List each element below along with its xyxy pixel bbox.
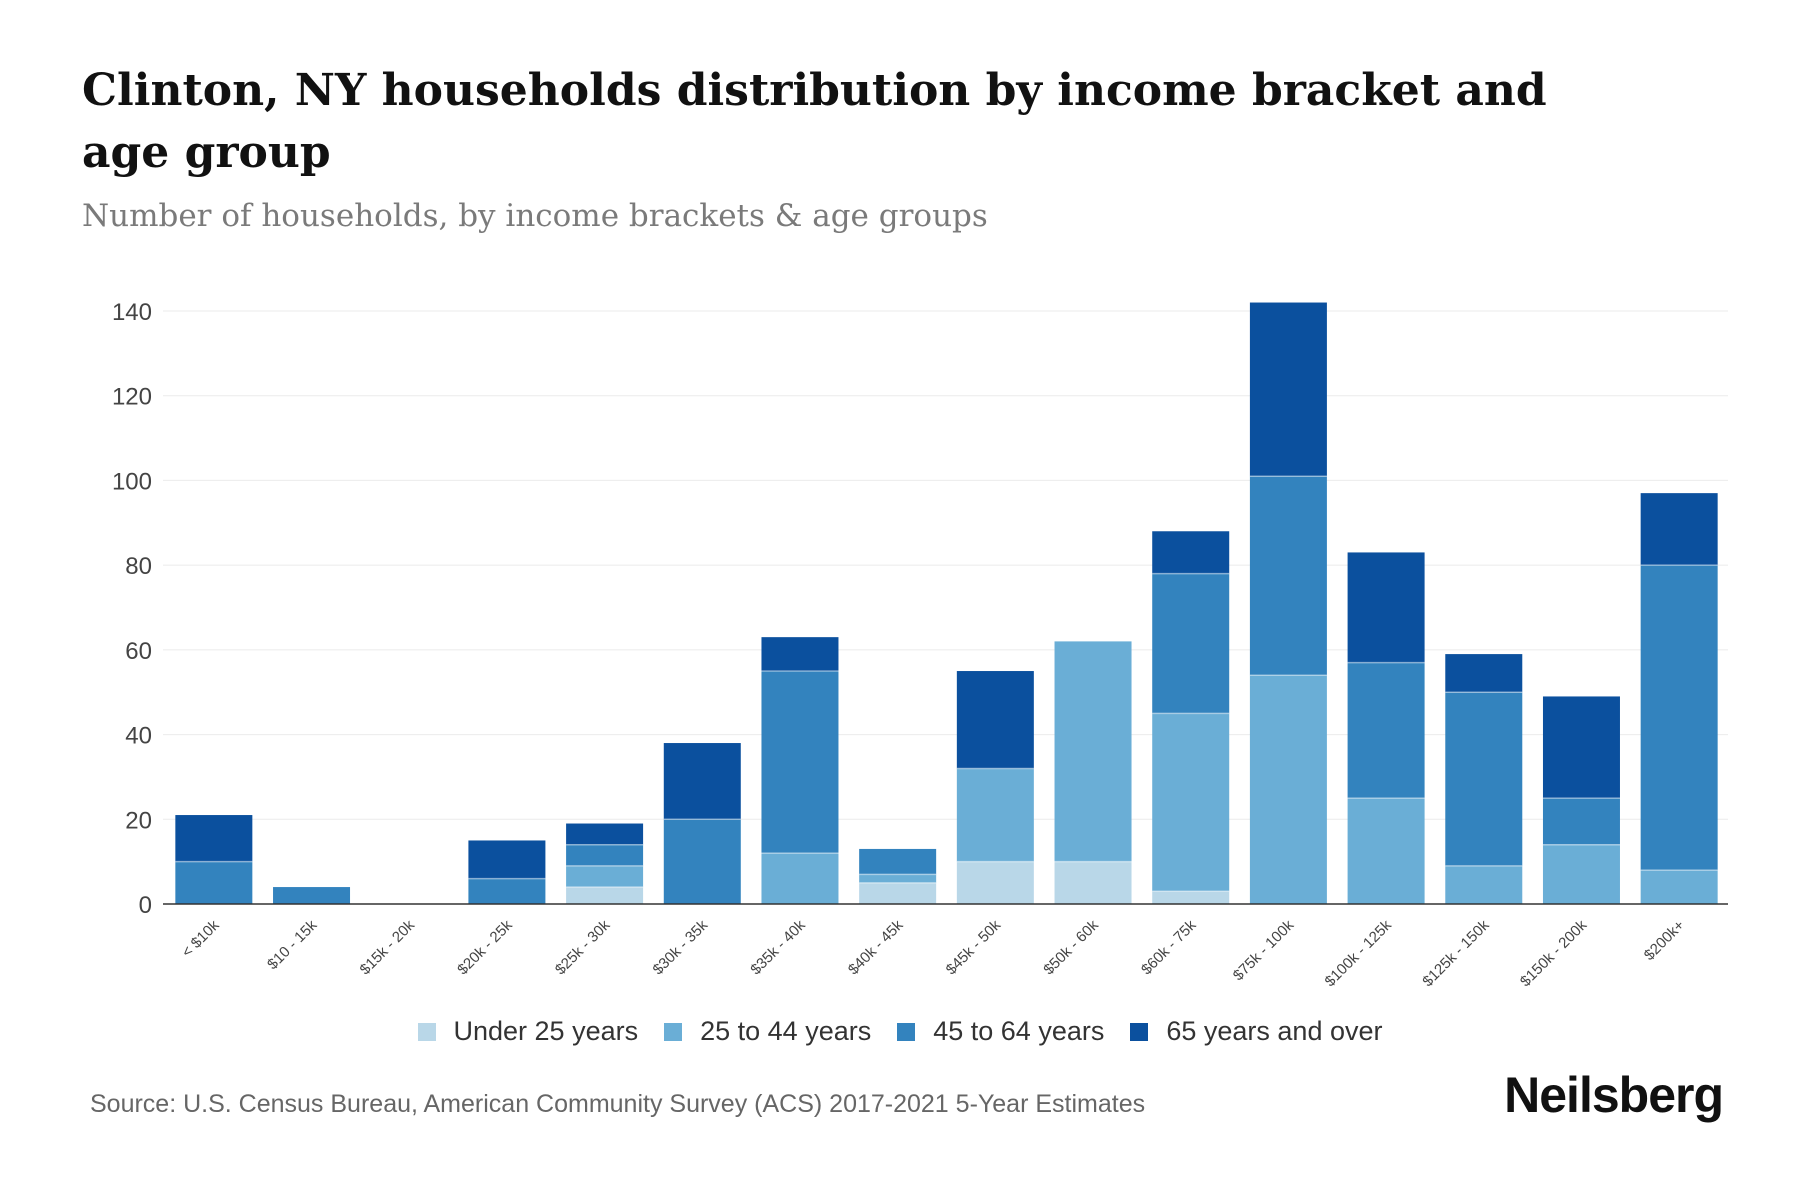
x-tick-label: $15k - 20k bbox=[356, 916, 418, 978]
legend-swatch bbox=[1130, 1022, 1149, 1041]
bar-segment bbox=[1445, 865, 1523, 904]
bar-segment bbox=[1249, 675, 1327, 904]
legend-item: 25 to 44 years bbox=[664, 1016, 871, 1047]
x-tick-label: $200k+ bbox=[1641, 917, 1688, 964]
bar-segment bbox=[1249, 476, 1327, 676]
bar-segment bbox=[956, 861, 1034, 904]
bar-segment bbox=[566, 823, 644, 845]
bar-segment bbox=[663, 743, 741, 820]
bar-segment bbox=[1054, 861, 1132, 904]
x-tick-label: $125k - 150k bbox=[1419, 916, 1493, 990]
legend-item: Under 25 years bbox=[417, 1016, 639, 1047]
y-tick-label: 100 bbox=[112, 468, 152, 495]
x-tick-label: $10 - 15k bbox=[264, 916, 321, 973]
x-tick-label: $40k - 45k bbox=[845, 916, 907, 978]
legend-label: 45 to 64 years bbox=[933, 1016, 1105, 1046]
chart-title: Clinton, NY households distribution by i… bbox=[82, 65, 1547, 178]
legend-swatch bbox=[417, 1022, 436, 1041]
bar-segment bbox=[175, 815, 253, 862]
source-note: Source: U.S. Census Bureau, American Com… bbox=[90, 1090, 1146, 1118]
bar-segment bbox=[1445, 654, 1523, 693]
y-tick-label: 40 bbox=[125, 723, 152, 750]
legend-item: 45 to 64 years bbox=[897, 1016, 1104, 1047]
bar-segment bbox=[761, 671, 839, 854]
x-tick-label: $150k - 200k bbox=[1517, 916, 1591, 990]
bar-segment bbox=[663, 819, 741, 904]
bar-segment bbox=[956, 768, 1034, 862]
stacked-bar-chart: 0 20 40 60 80 100 120 140 < $10k $10 - 15k $15k - … bbox=[112, 299, 1728, 990]
x-tick-label: $25k - 30k bbox=[552, 916, 614, 978]
legend-label: Under 25 years bbox=[453, 1016, 639, 1046]
bar-segment bbox=[1347, 662, 1425, 799]
bar-segment bbox=[1542, 798, 1620, 845]
x-tick-label: $45k - 50k bbox=[943, 916, 1005, 978]
bar-segment bbox=[761, 637, 839, 672]
legend-swatch bbox=[664, 1022, 683, 1041]
bar-segment bbox=[1347, 552, 1425, 663]
y-tick-label: 120 bbox=[112, 384, 152, 411]
legend-swatch bbox=[897, 1022, 916, 1041]
bar-segment bbox=[1347, 798, 1425, 904]
bar-segment bbox=[468, 840, 546, 879]
bar-segment bbox=[1445, 692, 1523, 866]
bar-segment bbox=[1640, 565, 1718, 871]
x-tick-label: $35k - 40k bbox=[747, 916, 809, 978]
bar-segment bbox=[859, 848, 937, 875]
x-tick-label: $50k - 60k bbox=[1040, 916, 1102, 978]
bar-segment bbox=[1152, 891, 1230, 904]
bar-segment bbox=[566, 844, 644, 866]
bar-segment bbox=[566, 887, 644, 904]
bar-segment bbox=[859, 882, 937, 904]
bar-segment bbox=[1152, 713, 1230, 892]
brand-logo: Neilsberg bbox=[1504, 1067, 1724, 1123]
y-tick-label: 60 bbox=[125, 638, 152, 665]
chart-legend: Under 25 years 25 to 44 years 45 to 64 yea… bbox=[0, 1016, 1800, 1047]
x-tick-label: $75k - 100k bbox=[1230, 916, 1298, 984]
x-tick-label: < $10k bbox=[179, 916, 224, 961]
legend-label: 65 years and over bbox=[1166, 1016, 1383, 1046]
y-tick-label: 80 bbox=[125, 553, 152, 580]
bar-segment bbox=[1152, 573, 1230, 714]
bar-segment bbox=[1054, 641, 1132, 862]
bar-segment bbox=[468, 878, 546, 904]
bar-segment bbox=[1640, 493, 1718, 566]
legend-item: 65 years and over bbox=[1130, 1016, 1383, 1047]
bar-segment bbox=[566, 865, 644, 888]
x-tick-label: $20k - 25k bbox=[454, 916, 516, 978]
chart-subtitle: Number of households, by income brackets… bbox=[82, 198, 988, 234]
x-tick-label: $60k - 75k bbox=[1138, 916, 1200, 978]
legend-label: 25 to 44 years bbox=[700, 1016, 872, 1046]
y-tick-label: 20 bbox=[125, 807, 152, 834]
bar-segment bbox=[1542, 844, 1620, 904]
bar-segment bbox=[1249, 302, 1327, 477]
x-tick-label: $100k - 125k bbox=[1322, 916, 1396, 990]
bar-segment bbox=[956, 671, 1034, 769]
bar-segment bbox=[175, 861, 253, 904]
bar-segment bbox=[859, 874, 937, 883]
y-tick-label: 140 bbox=[112, 299, 152, 326]
x-tick-label: $30k - 35k bbox=[650, 916, 712, 978]
bar-segment bbox=[1542, 696, 1620, 799]
bar-segment bbox=[761, 853, 839, 904]
bar-segment bbox=[1152, 531, 1230, 574]
bar-segment bbox=[273, 887, 351, 904]
bar-segment bbox=[1640, 870, 1718, 904]
y-tick-label: 0 bbox=[139, 892, 152, 919]
